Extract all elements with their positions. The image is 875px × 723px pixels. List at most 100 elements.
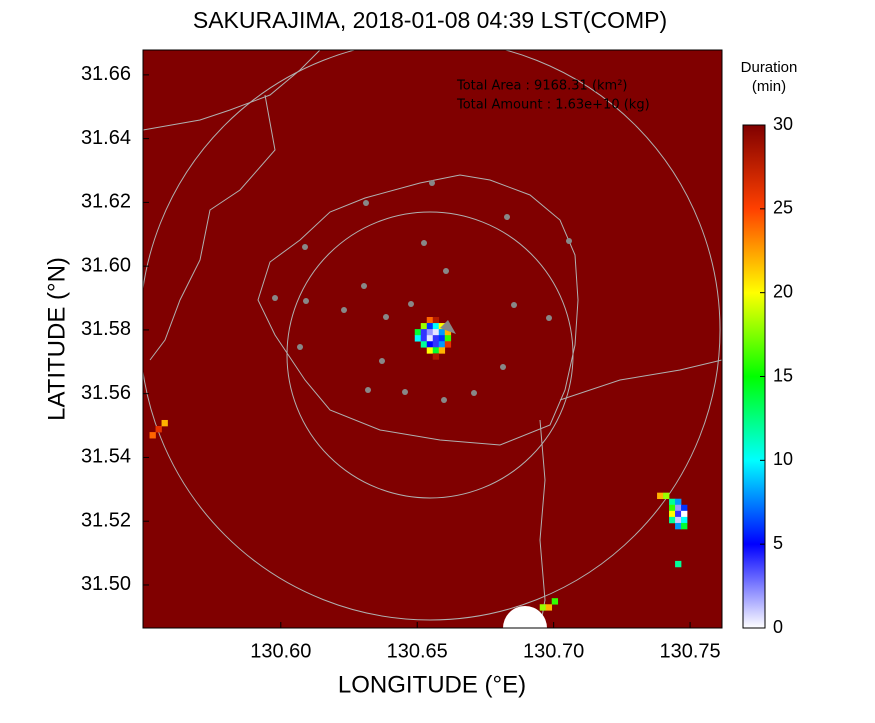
station [341,307,347,313]
station [303,298,309,304]
cell [663,492,670,500]
station [511,302,517,308]
cell [675,560,682,568]
cell [444,329,452,336]
cell [681,510,688,518]
station [408,301,414,307]
cell [161,419,168,427]
cell [432,353,440,360]
cell [669,498,676,506]
cell [432,341,440,348]
cell [432,335,440,342]
station [546,315,552,321]
y-tick-label: 31.54 [81,446,131,468]
cell [414,329,422,336]
cell [675,504,682,512]
y-tick-label: 31.56 [81,382,131,404]
chart-title: SAKURAJIMA, 2018-01-08 04:39 LST(COMP) [193,7,667,33]
range-ring [143,50,721,621]
cell [444,335,452,342]
cell [420,335,428,342]
coastline [143,50,722,628]
cell [551,598,559,605]
cell [426,317,434,324]
station [402,389,408,395]
cell [657,492,664,500]
station [379,358,385,364]
cell [155,426,162,433]
x-tick-label: 130.75 [659,640,720,662]
cell [681,504,688,512]
colorbar-tick-label: 20 [773,281,793,301]
cell [432,323,440,330]
x-tick-label: 130.70 [523,640,584,662]
cell [438,341,446,348]
annotation: Total Amount : 1.63e+10 (kg) [456,98,650,113]
cell [438,335,446,342]
colorbar-tick-label: 15 [773,365,793,385]
cell [675,510,682,518]
station [363,200,369,206]
station [471,390,477,396]
cell [414,335,422,342]
cell [432,347,440,354]
cell [426,329,434,336]
station [365,387,371,393]
station [566,238,572,244]
y-tick-label: 31.60 [81,254,131,276]
cell [539,604,547,611]
raster [149,317,688,611]
cell [426,335,434,342]
cell [432,317,440,324]
x-tick-label: 130.65 [387,640,448,662]
x-tick-label: 130.60 [250,640,311,662]
y-tick-label: 31.58 [81,318,131,340]
colorbar-tick-label: 25 [773,198,793,218]
annotation: Total Area : 9168.31 (km²) [456,79,628,94]
cell [420,323,428,330]
x-axis-label: LONGITUDE (°E) [338,671,526,698]
mask [503,606,547,628]
station [429,180,435,186]
volcano [440,320,456,334]
station [272,295,278,301]
cell [669,510,676,518]
y-axis-label: LATITUDE (°N) [43,257,70,421]
stations [272,180,572,403]
map-layer [143,50,722,628]
cell [438,347,446,354]
station [421,240,427,246]
cell [675,522,682,530]
coastline [257,174,579,446]
colorbar-title: (min) [752,78,786,95]
cell [681,516,688,524]
station [361,283,367,289]
cell [545,604,553,611]
station [500,364,506,370]
y-tick-label: 31.66 [81,63,131,85]
colorbar-tick-label: 0 [773,617,783,637]
cell [438,329,446,336]
y-tick-label: 31.52 [81,509,131,531]
colorbar-tick-label: 30 [773,114,793,134]
cell [675,498,682,506]
station [302,244,308,250]
cell [149,432,156,439]
cell [432,329,440,336]
cell [444,341,452,348]
cell [681,522,688,530]
station [504,214,510,220]
cell [669,516,676,524]
y-tick-label: 31.64 [81,127,131,149]
y-tick-label: 31.50 [81,573,131,595]
cell [675,516,682,524]
cell [426,341,434,348]
station [443,268,449,274]
station [441,397,447,403]
colorbar-title: Duration [741,59,798,76]
colorbar-tick-label: 5 [773,533,783,553]
colorbar-tick-label: 10 [773,449,793,469]
cell [669,504,676,512]
station [383,314,389,320]
